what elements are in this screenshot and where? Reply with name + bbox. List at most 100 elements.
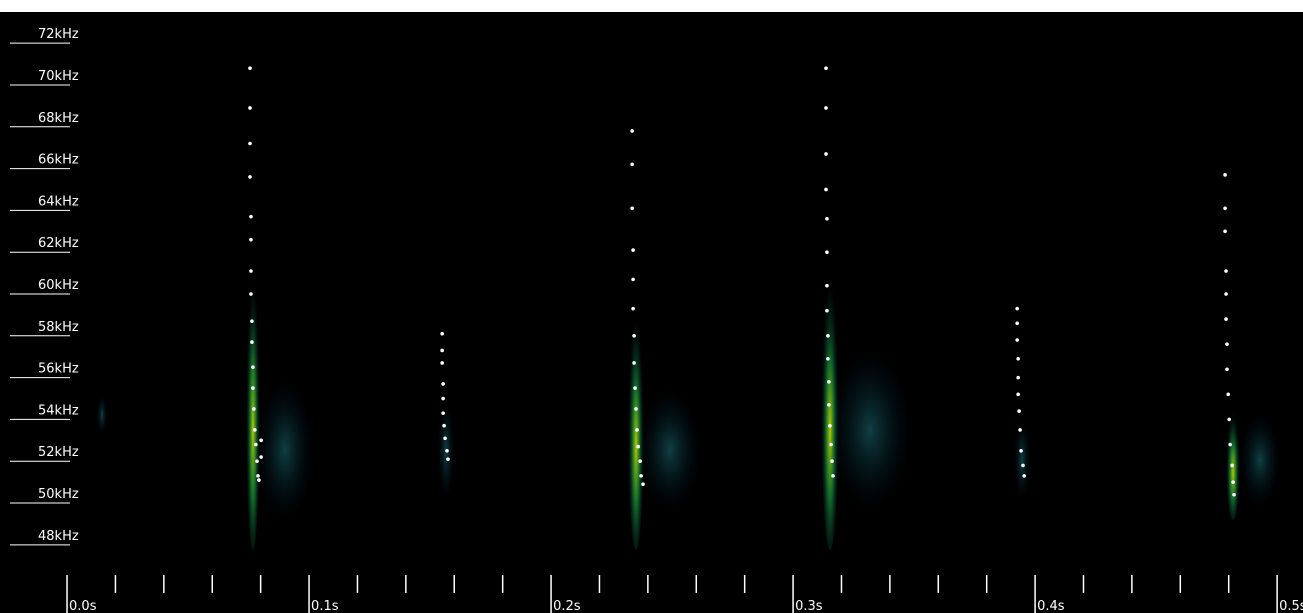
y-tick-label: 62kHz — [38, 236, 79, 251]
call-point — [259, 438, 263, 443]
call-point — [259, 455, 263, 459]
call-point — [829, 442, 833, 447]
y-tick-label: 72kHz — [38, 27, 79, 42]
call-point — [253, 428, 257, 432]
call-point — [249, 237, 253, 242]
call-point — [630, 129, 634, 133]
call-point — [443, 436, 447, 441]
call-point — [1015, 338, 1019, 342]
call-point — [635, 428, 639, 432]
call-point — [827, 402, 831, 407]
call-point — [248, 66, 252, 71]
call-point — [825, 308, 829, 313]
y-axis: 72kHz 70kHz 68kHz 66kHz 64kHz 62kHz 60kHz 58kHz… — [10, 27, 79, 588]
y-tick-label: 58kHz — [38, 320, 79, 335]
call-point — [257, 478, 261, 482]
call-point — [631, 248, 635, 252]
call-point — [254, 442, 258, 447]
call-point — [442, 423, 446, 428]
call-point — [1232, 492, 1236, 497]
call-point — [1225, 367, 1229, 372]
x-tick-label: 0.3s — [795, 599, 823, 613]
call-point — [1015, 306, 1019, 311]
call-point — [440, 348, 444, 353]
call-point — [1016, 375, 1020, 380]
call-point — [1022, 474, 1027, 478]
y-tick-label: 68kHz — [38, 111, 79, 126]
call-point — [824, 66, 828, 71]
x-axis-band — [0, 566, 1303, 613]
call-point — [1018, 428, 1022, 432]
call-point — [1226, 392, 1231, 397]
call-point — [630, 206, 634, 211]
call-point — [636, 444, 640, 449]
call-point — [1230, 463, 1234, 468]
call-point — [638, 459, 642, 464]
call-point — [830, 459, 834, 464]
call-point — [1017, 409, 1021, 413]
call-point — [1019, 448, 1023, 453]
call-point — [1223, 229, 1227, 234]
call-point — [632, 361, 636, 365]
call-point — [1224, 269, 1228, 273]
call-point — [639, 474, 643, 478]
call-point — [252, 407, 256, 411]
call-point — [249, 292, 253, 296]
call-point — [256, 474, 260, 478]
call-point — [1225, 342, 1229, 346]
call-point — [441, 396, 445, 401]
call-point — [633, 386, 637, 390]
call-point — [827, 379, 831, 384]
call-point — [1021, 463, 1025, 468]
call-point — [632, 334, 636, 338]
intensity — [97, 250, 1280, 550]
call-point — [440, 361, 444, 365]
call-point — [248, 141, 252, 146]
call-point — [249, 214, 253, 219]
call-point — [825, 216, 829, 221]
x-tick-label: 0.5s — [1279, 599, 1303, 613]
call-point — [1016, 392, 1020, 397]
call-point — [250, 319, 254, 323]
call-point — [249, 269, 253, 273]
call-point — [1224, 292, 1228, 296]
call-point — [251, 386, 255, 390]
call-point — [1016, 357, 1020, 361]
y-tick-label: 52kHz — [38, 445, 79, 460]
call-point — [1227, 417, 1231, 422]
call-point — [831, 474, 835, 478]
call-point — [445, 448, 449, 453]
call-point — [828, 423, 832, 428]
call-points — [248, 66, 1236, 497]
y-tick-label: 70kHz — [38, 69, 79, 84]
call-point — [250, 340, 254, 344]
call-point — [641, 482, 645, 487]
call-point — [825, 283, 829, 288]
x-axis: 0.0s 0.1s 0.2s 0.3s 0.4s 0.5s — [66, 575, 1303, 613]
call-point — [1223, 173, 1227, 177]
call-point — [826, 334, 830, 338]
y-tick-label: 54kHz — [38, 403, 79, 418]
call-point — [248, 175, 252, 179]
y-tick-label: 48kHz — [38, 529, 79, 544]
call-point — [825, 250, 829, 254]
call-point — [631, 306, 635, 311]
call-point — [446, 457, 450, 461]
call-point — [631, 277, 635, 282]
call-point — [630, 162, 634, 167]
call-point — [248, 106, 252, 110]
call-point — [634, 407, 638, 411]
x-tick-label: 0.4s — [1037, 599, 1065, 613]
call-point — [1231, 480, 1235, 484]
call-point — [1228, 442, 1232, 447]
call-point — [441, 411, 445, 415]
call-point — [824, 106, 828, 110]
x-tick-label: 0.1s — [311, 599, 339, 613]
call-point — [824, 152, 828, 156]
y-tick-label: 64kHz — [38, 194, 79, 209]
y-tick-label: 60kHz — [38, 278, 79, 293]
call-point — [441, 382, 445, 386]
top-border — [0, 0, 1303, 12]
call-point — [1223, 206, 1227, 211]
